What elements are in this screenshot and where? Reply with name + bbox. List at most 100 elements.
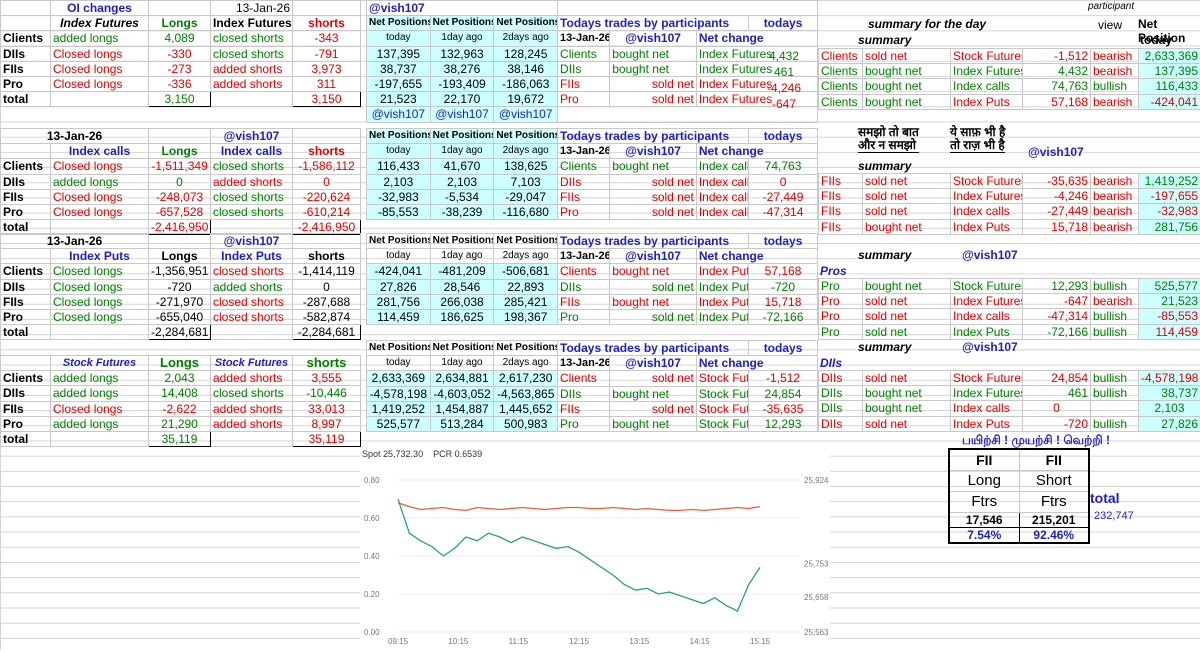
participant: Clients (1, 31, 51, 46)
section-title: Index Futures (51, 16, 149, 31)
participant: FIIs (558, 76, 610, 91)
summary-instrument: Index Futures (951, 189, 1023, 204)
handle: @vish107 (610, 31, 697, 46)
np-value: -29,047 (494, 189, 558, 204)
summary-participant: Clients (819, 94, 863, 109)
trade-action: bought net (610, 46, 697, 61)
summary-view: bearish (1091, 49, 1139, 64)
oi-changes-title: OI changes (51, 1, 149, 16)
right-tick-label: 25,924 (804, 476, 829, 485)
summary-participant: Pro (819, 309, 863, 324)
summary-view: bullish (1091, 324, 1139, 339)
np-sub: 1day ago (430, 356, 494, 371)
fii-label: FII (949, 449, 1019, 471)
short-value: -791 (293, 46, 361, 61)
long-action: added longs (51, 174, 149, 189)
summary-net-position: -85,553 (1139, 309, 1200, 324)
shorts-header: shorts (293, 249, 361, 264)
summary-participant: Pro (819, 294, 863, 309)
np-sub: 2days ago (494, 356, 558, 371)
handle: @vish107 (610, 249, 697, 264)
summary-instrument: Index Futures (951, 294, 1023, 309)
summary-participant: FIIs (819, 174, 863, 189)
short-value: -10,446 (293, 386, 361, 401)
summary-action: sold net (863, 294, 951, 309)
np-value: -506,681 (494, 264, 558, 279)
summary-instrument: Index calls (951, 79, 1023, 94)
longs-header: Longs (149, 144, 211, 159)
summary-instrument: Index calls (951, 309, 1023, 324)
summary-view: bullish (1091, 416, 1139, 431)
fii-total-value: 232,747 (1094, 510, 1134, 522)
fii-short-value: 215,201 (1019, 513, 1089, 528)
summary-action: bought net (863, 79, 951, 94)
long-value: -248,073 (149, 189, 211, 204)
np-header: Net Positions (367, 129, 431, 144)
participant: FIIs (1, 294, 51, 309)
short-action: closed shorts (211, 294, 293, 309)
summary-view: bullish (1091, 279, 1139, 294)
summary-instrument: Index Futures (951, 64, 1023, 79)
short-value: 0 (293, 279, 361, 294)
longs-header: Longs (149, 249, 211, 264)
trade-action: bought net (610, 386, 697, 401)
summary-net-position: -424,041 (1139, 94, 1200, 109)
summary-value: 15,718 (1023, 219, 1091, 234)
handle: @vish107 (610, 144, 697, 159)
summary-value: 57,168 (1023, 94, 1091, 109)
long-action: Closed longs (51, 61, 149, 76)
participant: Pro (1, 309, 51, 324)
long-value: 2,043 (149, 371, 211, 386)
total-label: total (1090, 490, 1120, 506)
hindi-phrase-2: ये साफ़ भी हैतो राज़ भी है (950, 126, 1005, 153)
summary-net-position: 525,577 (1139, 279, 1200, 294)
long-value: -720 (149, 279, 211, 294)
np-sub: 2days ago (494, 249, 558, 264)
np-header: Net Positions (430, 341, 494, 356)
handle: @vish107 (367, 1, 558, 16)
summary-instrument: Index Futures (951, 386, 1023, 401)
total-label: total (1, 325, 51, 340)
np-value: -424,041 (367, 264, 431, 279)
net-change-value: 4,432 (752, 48, 816, 64)
participant: DIIs (1, 46, 51, 61)
long-action: Closed longs (51, 76, 149, 91)
summary-instrument: Stock Futures (951, 174, 1023, 189)
np-value: 285,421 (494, 294, 558, 309)
net-change-value: -1,512 (749, 371, 818, 386)
short-value: -220,624 (293, 189, 361, 204)
spot-value: 25,732.30 (383, 449, 423, 459)
summary-participant: DIIs (819, 401, 863, 416)
long-action: added longs (51, 371, 149, 386)
instrument: Index Puts (696, 264, 748, 279)
np-sub: 2days ago (494, 31, 558, 46)
trades-title: Todays trades by participants (558, 341, 749, 356)
participant: DIIs (1, 279, 51, 294)
instrument: Index Puts (696, 309, 748, 324)
fii-short-percent: 92.46% (1019, 528, 1089, 544)
net-change-value: 12,293 (749, 416, 818, 431)
section-title: Index Puts (51, 249, 149, 264)
net-change-value: -35,635 (749, 401, 818, 416)
trade-action: sold net (610, 174, 697, 189)
section-title-2: Stock Futures (211, 356, 293, 371)
pros-label: Pros (820, 264, 847, 278)
participant: Pro (558, 92, 610, 107)
np-value: 281,756 (367, 294, 431, 309)
np-sub: 1day ago (430, 249, 494, 264)
summary-label: summary (858, 340, 911, 354)
long-action: Closed longs (51, 309, 149, 324)
todays-label: todays (749, 341, 818, 356)
trade-action: sold net (610, 204, 697, 219)
short-action: closed shorts (211, 46, 293, 61)
net-change-value: 74,763 (749, 159, 818, 174)
summary-instrument: Index Puts (951, 94, 1023, 109)
summary-action: bought net (863, 386, 951, 401)
np-value: -481,209 (430, 264, 494, 279)
np-sub: 2days ago (494, 144, 558, 159)
participant: Clients (1, 371, 51, 386)
np-value: 1,445,652 (494, 401, 558, 416)
